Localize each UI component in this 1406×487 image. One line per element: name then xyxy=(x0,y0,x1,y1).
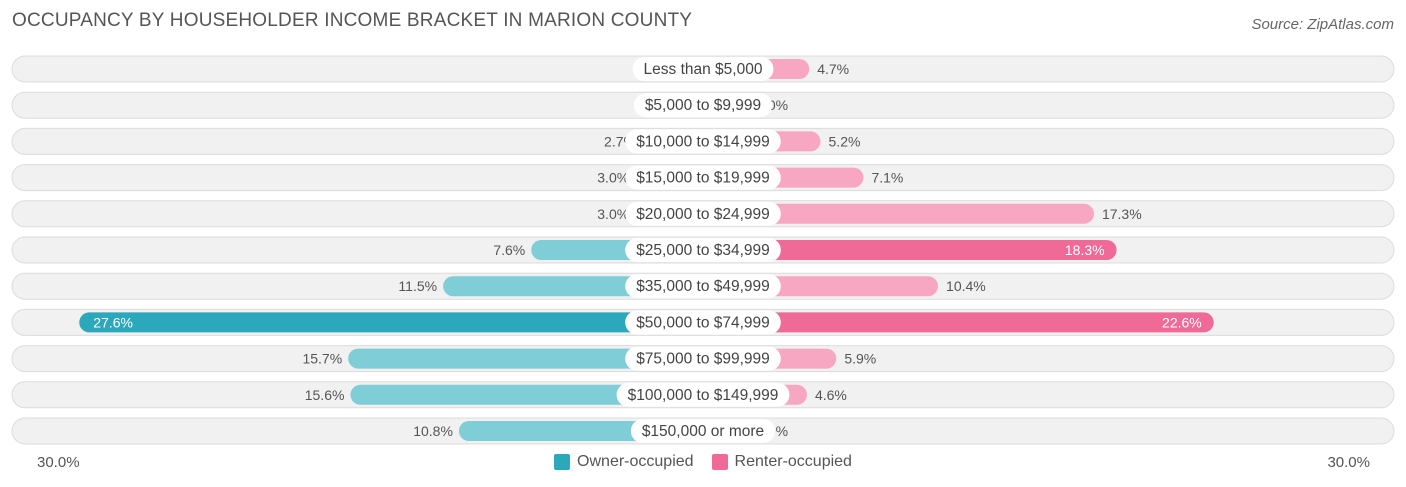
owner-value-label: 11.5% xyxy=(398,278,437,294)
renter-bar xyxy=(703,312,1214,333)
legend-owner-swatch xyxy=(554,454,571,470)
legend-owner-label: Owner-occupied xyxy=(577,453,694,470)
owner-value-label: 15.7% xyxy=(302,351,342,367)
category-label: $15,000 to $19,999 xyxy=(636,170,770,187)
renter-value-label: 4.6% xyxy=(815,387,847,403)
category-pill xyxy=(625,201,781,226)
category-label: $5,000 to $9,999 xyxy=(645,97,761,114)
owner-bar xyxy=(350,384,703,405)
category-pill xyxy=(630,419,776,443)
renter-value-label: 7.1% xyxy=(871,170,903,186)
category-label: $50,000 to $74,999 xyxy=(636,314,770,331)
category-pill xyxy=(625,310,781,335)
owner-value-label: 15.6% xyxy=(305,387,345,403)
legend-renter: Renter-occupied xyxy=(711,453,852,471)
category-pill xyxy=(625,346,781,371)
axis-left-label: 30.0% xyxy=(37,454,80,471)
category-label: $20,000 to $24,999 xyxy=(636,206,770,223)
renter-value-label: 10.4% xyxy=(946,278,986,294)
renter-value-label: 18.3% xyxy=(1065,242,1105,258)
category-label: $100,000 to $149,999 xyxy=(628,387,779,404)
renter-value-label: 5.2% xyxy=(829,133,861,149)
category-label: $10,000 to $14,999 xyxy=(636,133,770,150)
owner-value-label: 3.0% xyxy=(597,170,629,186)
chart-svg: 1.1%4.7%Less than $5,0001.3%2.0%$5,000 t… xyxy=(11,55,1395,445)
category-pill xyxy=(625,238,781,262)
owner-value-label: 3.0% xyxy=(597,206,629,222)
renter-value-label: 5.9% xyxy=(844,351,876,367)
legend-renter-label: Renter-occupied xyxy=(734,453,852,470)
renter-value-label: 22.6% xyxy=(1162,314,1202,330)
legend-owner: Owner-occupied xyxy=(554,453,694,471)
category-pill xyxy=(625,274,781,299)
renter-value-label: 4.7% xyxy=(817,61,849,77)
legend-renter-swatch xyxy=(711,454,728,470)
category-pill xyxy=(625,165,781,190)
owner-value-label: 7.6% xyxy=(493,242,525,258)
category-label: $35,000 to $49,999 xyxy=(636,278,770,295)
category-label: $75,000 to $99,999 xyxy=(636,351,770,368)
category-pill xyxy=(616,382,790,407)
category-label: Less than $5,000 xyxy=(644,61,763,78)
category-pill xyxy=(625,129,781,154)
owner-value-label: 27.6% xyxy=(93,314,133,330)
owner-value-label: 10.8% xyxy=(413,423,453,439)
owner-bar xyxy=(79,312,704,333)
owner-bar xyxy=(348,348,703,369)
category-pill xyxy=(633,93,773,118)
category-pill xyxy=(632,57,774,81)
category-label: $25,000 to $34,999 xyxy=(636,242,770,259)
chart-title: OCCUPANCY BY HOUSEHOLDER INCOME BRACKET … xyxy=(12,10,693,31)
renter-bar xyxy=(703,203,1094,224)
renter-bar xyxy=(703,240,1117,260)
legend: Owner-occupied Renter-occupied xyxy=(0,453,1406,471)
category-label: $150,000 or more xyxy=(642,423,764,440)
axis-right-label: 30.0% xyxy=(1327,454,1370,471)
source-credit: Source: ZipAtlas.com xyxy=(1251,16,1394,33)
renter-value-label: 17.3% xyxy=(1102,206,1142,222)
